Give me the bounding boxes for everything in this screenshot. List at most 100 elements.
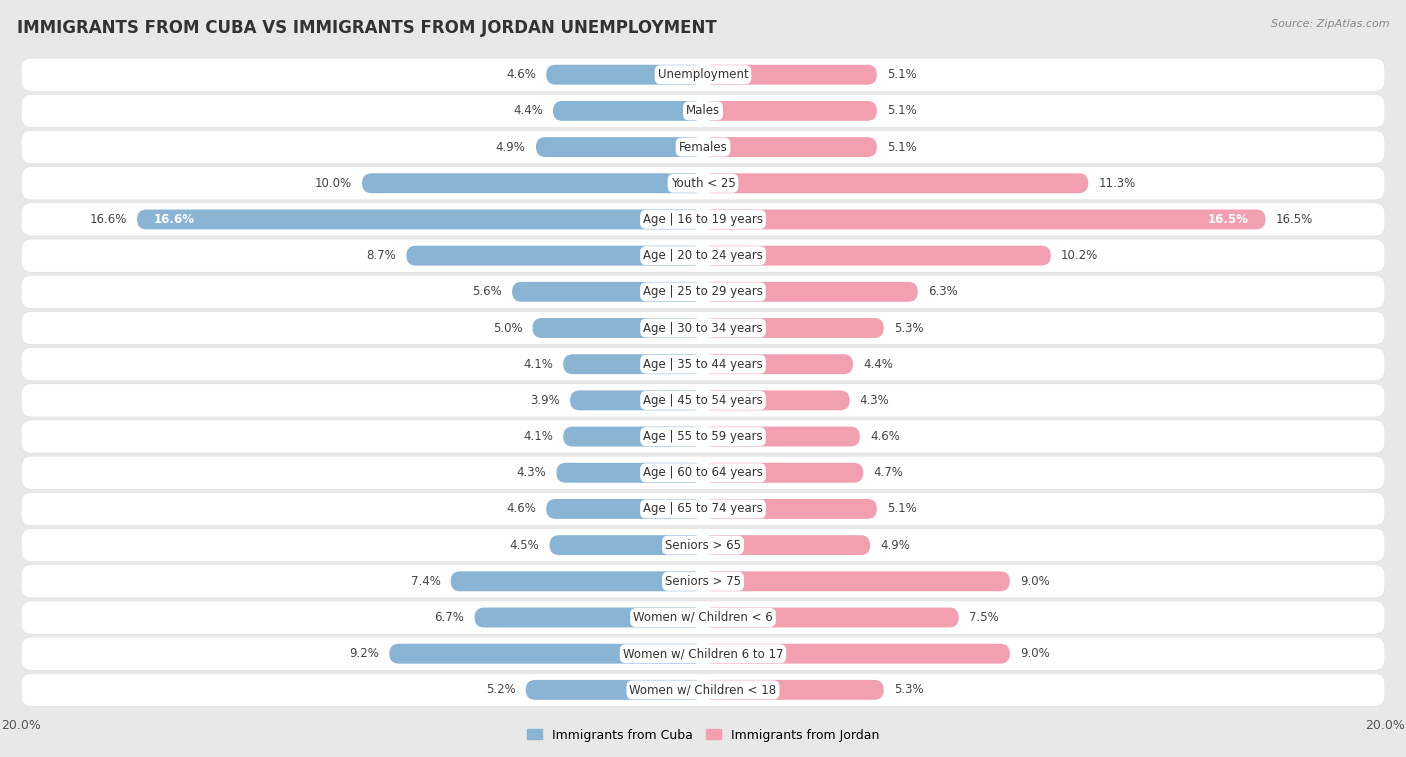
FancyBboxPatch shape	[703, 318, 884, 338]
FancyBboxPatch shape	[21, 130, 1385, 164]
Text: 7.5%: 7.5%	[969, 611, 998, 624]
FancyBboxPatch shape	[533, 318, 703, 338]
FancyBboxPatch shape	[703, 210, 1265, 229]
FancyBboxPatch shape	[536, 137, 703, 157]
Text: 3.9%: 3.9%	[530, 394, 560, 407]
Text: 4.9%: 4.9%	[880, 539, 910, 552]
FancyBboxPatch shape	[703, 643, 1010, 664]
FancyBboxPatch shape	[557, 463, 703, 483]
Text: 5.3%: 5.3%	[894, 684, 924, 696]
FancyBboxPatch shape	[136, 210, 703, 229]
FancyBboxPatch shape	[526, 680, 703, 699]
FancyBboxPatch shape	[703, 572, 1010, 591]
FancyBboxPatch shape	[475, 608, 703, 628]
Text: 5.1%: 5.1%	[887, 141, 917, 154]
FancyBboxPatch shape	[703, 65, 877, 85]
FancyBboxPatch shape	[406, 246, 703, 266]
Text: 4.9%: 4.9%	[496, 141, 526, 154]
FancyBboxPatch shape	[703, 354, 853, 374]
Text: 5.1%: 5.1%	[887, 104, 917, 117]
FancyBboxPatch shape	[564, 354, 703, 374]
Text: 10.0%: 10.0%	[315, 177, 352, 190]
Text: Women w/ Children < 18: Women w/ Children < 18	[630, 684, 776, 696]
FancyBboxPatch shape	[703, 608, 959, 628]
Text: 5.2%: 5.2%	[485, 684, 516, 696]
Text: Women w/ Children 6 to 17: Women w/ Children 6 to 17	[623, 647, 783, 660]
FancyBboxPatch shape	[703, 499, 877, 519]
Text: Women w/ Children < 6: Women w/ Children < 6	[633, 611, 773, 624]
Text: 6.7%: 6.7%	[434, 611, 464, 624]
FancyBboxPatch shape	[21, 276, 1385, 308]
Text: 5.0%: 5.0%	[492, 322, 522, 335]
Text: 16.6%: 16.6%	[90, 213, 127, 226]
FancyBboxPatch shape	[703, 535, 870, 555]
FancyBboxPatch shape	[569, 391, 703, 410]
Text: IMMIGRANTS FROM CUBA VS IMMIGRANTS FROM JORDAN UNEMPLOYMENT: IMMIGRANTS FROM CUBA VS IMMIGRANTS FROM …	[17, 19, 717, 37]
FancyBboxPatch shape	[21, 94, 1385, 127]
Text: 5.1%: 5.1%	[887, 68, 917, 81]
FancyBboxPatch shape	[21, 528, 1385, 562]
Text: Age | 35 to 44 years: Age | 35 to 44 years	[643, 358, 763, 371]
FancyBboxPatch shape	[21, 347, 1385, 381]
FancyBboxPatch shape	[553, 101, 703, 121]
FancyBboxPatch shape	[703, 246, 1050, 266]
Text: Seniors > 65: Seniors > 65	[665, 539, 741, 552]
FancyBboxPatch shape	[546, 499, 703, 519]
FancyBboxPatch shape	[21, 673, 1385, 706]
Text: Youth < 25: Youth < 25	[671, 177, 735, 190]
Text: Age | 16 to 19 years: Age | 16 to 19 years	[643, 213, 763, 226]
FancyBboxPatch shape	[21, 456, 1385, 489]
Text: 4.3%: 4.3%	[860, 394, 890, 407]
FancyBboxPatch shape	[546, 65, 703, 85]
Text: Source: ZipAtlas.com: Source: ZipAtlas.com	[1271, 19, 1389, 29]
Text: 9.2%: 9.2%	[349, 647, 380, 660]
FancyBboxPatch shape	[703, 173, 1088, 193]
Text: 10.2%: 10.2%	[1062, 249, 1098, 262]
FancyBboxPatch shape	[703, 137, 877, 157]
Text: 4.7%: 4.7%	[873, 466, 903, 479]
FancyBboxPatch shape	[21, 565, 1385, 598]
Text: 4.1%: 4.1%	[523, 430, 553, 443]
Text: 11.3%: 11.3%	[1098, 177, 1136, 190]
FancyBboxPatch shape	[21, 58, 1385, 92]
FancyBboxPatch shape	[21, 384, 1385, 417]
Text: 9.0%: 9.0%	[1021, 647, 1050, 660]
FancyBboxPatch shape	[564, 427, 703, 447]
Text: 5.3%: 5.3%	[894, 322, 924, 335]
Text: 16.5%: 16.5%	[1275, 213, 1313, 226]
Text: 6.3%: 6.3%	[928, 285, 957, 298]
Text: 4.4%: 4.4%	[513, 104, 543, 117]
Text: 5.6%: 5.6%	[472, 285, 502, 298]
FancyBboxPatch shape	[21, 167, 1385, 200]
FancyBboxPatch shape	[363, 173, 703, 193]
FancyBboxPatch shape	[389, 643, 703, 664]
Text: Age | 55 to 59 years: Age | 55 to 59 years	[643, 430, 763, 443]
FancyBboxPatch shape	[703, 282, 918, 302]
FancyBboxPatch shape	[703, 391, 849, 410]
FancyBboxPatch shape	[703, 427, 860, 447]
FancyBboxPatch shape	[703, 101, 877, 121]
Text: 5.1%: 5.1%	[887, 503, 917, 516]
Text: Females: Females	[679, 141, 727, 154]
FancyBboxPatch shape	[512, 282, 703, 302]
Text: Age | 65 to 74 years: Age | 65 to 74 years	[643, 503, 763, 516]
Text: Males: Males	[686, 104, 720, 117]
FancyBboxPatch shape	[21, 311, 1385, 344]
Text: 16.5%: 16.5%	[1208, 213, 1249, 226]
Text: 8.7%: 8.7%	[367, 249, 396, 262]
Text: Seniors > 75: Seniors > 75	[665, 575, 741, 587]
Text: Age | 25 to 29 years: Age | 25 to 29 years	[643, 285, 763, 298]
Text: 4.6%: 4.6%	[506, 68, 536, 81]
Text: 4.3%: 4.3%	[516, 466, 546, 479]
Text: 9.0%: 9.0%	[1021, 575, 1050, 587]
Text: 4.4%: 4.4%	[863, 358, 893, 371]
Text: 4.5%: 4.5%	[509, 539, 540, 552]
FancyBboxPatch shape	[703, 680, 884, 699]
Text: 7.4%: 7.4%	[411, 575, 440, 587]
Legend: Immigrants from Cuba, Immigrants from Jordan: Immigrants from Cuba, Immigrants from Jo…	[527, 728, 879, 742]
Text: 16.6%: 16.6%	[155, 213, 195, 226]
FancyBboxPatch shape	[21, 239, 1385, 273]
FancyBboxPatch shape	[550, 535, 703, 555]
Text: Unemployment: Unemployment	[658, 68, 748, 81]
Text: Age | 30 to 34 years: Age | 30 to 34 years	[643, 322, 763, 335]
